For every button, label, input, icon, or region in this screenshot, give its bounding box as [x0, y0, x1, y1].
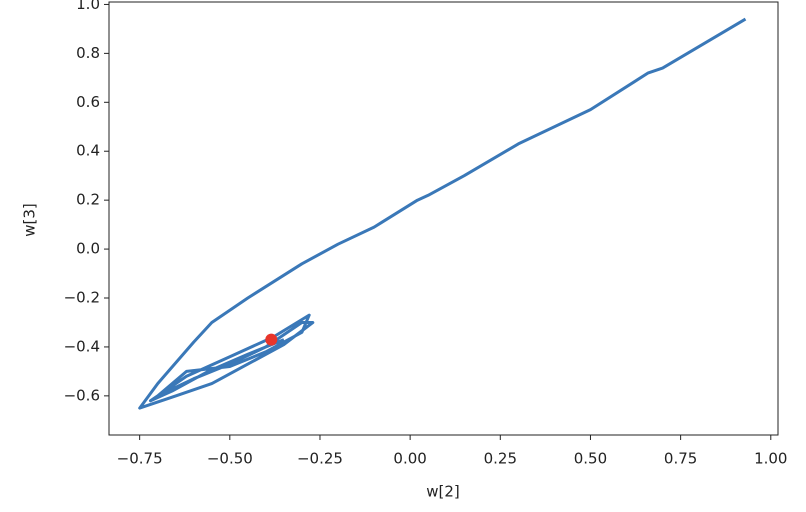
y-tick-label: 1.0	[76, 0, 100, 13]
x-tick-label: 0.75	[664, 450, 697, 468]
plot-frame	[108, 1, 779, 436]
x-axis-label: w[2]	[426, 483, 460, 501]
y-tick-label: −0.6	[64, 386, 100, 404]
x-tick-label: 0.00	[393, 450, 426, 468]
line-series	[138, 17, 747, 410]
y-tick-label: 0.8	[76, 44, 100, 62]
y-tick-label: 0.6	[76, 93, 100, 111]
y-axis-label: w[3]	[21, 203, 39, 237]
x-tick-label: 0.50	[574, 450, 607, 468]
x-tick-label: −0.25	[297, 450, 343, 468]
x-tick-label: 0.25	[484, 450, 517, 468]
y-tick-label: −0.2	[64, 289, 100, 307]
y-tick-label: 0.0	[76, 240, 100, 258]
marker-point	[265, 333, 278, 346]
y-tick-label: 0.2	[76, 191, 100, 209]
x-tick-label: −0.75	[117, 450, 163, 468]
x-tick-label: 1.00	[754, 450, 787, 468]
y-tick-label: 0.4	[76, 142, 100, 160]
x-tick-label: −0.50	[207, 450, 253, 468]
y-tick-label: −0.4	[64, 337, 100, 355]
